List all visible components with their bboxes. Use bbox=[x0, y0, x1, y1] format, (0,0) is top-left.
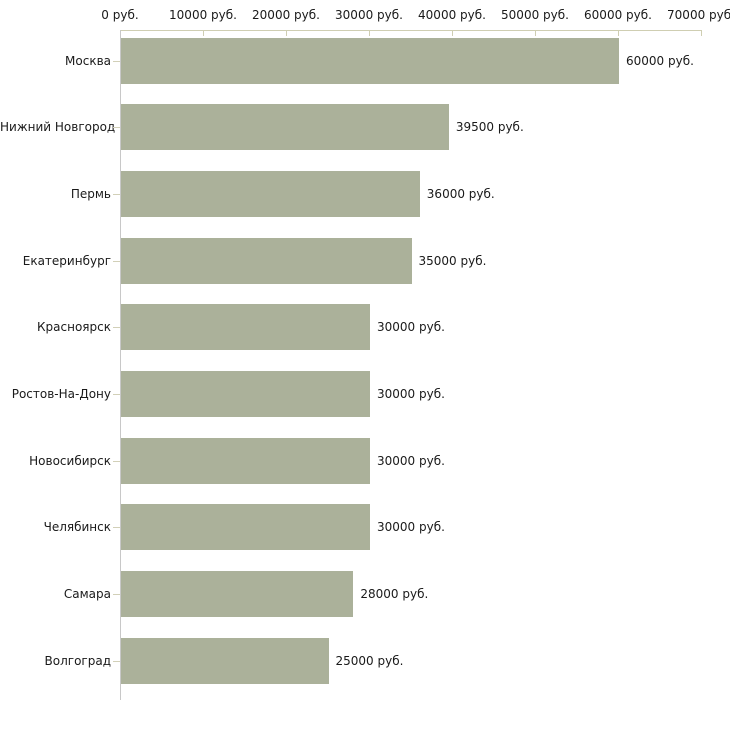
category-tick-mark bbox=[113, 460, 120, 462]
x-axis-tick-mark bbox=[452, 30, 453, 36]
x-axis-tick-label: 70000 руб. bbox=[667, 8, 730, 22]
x-axis-tick-mark bbox=[286, 30, 287, 36]
bar bbox=[121, 37, 619, 84]
bar bbox=[121, 237, 412, 284]
bar bbox=[121, 637, 329, 684]
category-label: Самара bbox=[63, 586, 111, 601]
bar-value-label: 25000 руб. bbox=[335, 653, 404, 668]
y-axis-line bbox=[120, 30, 121, 700]
bar bbox=[121, 504, 370, 551]
bar-value-label: 36000 руб. bbox=[426, 186, 495, 201]
category-label: Новосибирск bbox=[29, 453, 111, 468]
bar bbox=[121, 437, 370, 484]
x-axis-tick-mark bbox=[369, 30, 370, 36]
category-tick-mark bbox=[113, 527, 120, 529]
bar-value-label: 30000 руб. bbox=[377, 520, 445, 535]
bar-value-label: 30000 руб. bbox=[377, 453, 445, 468]
category-tick-mark bbox=[113, 127, 120, 129]
category-tick-mark bbox=[113, 60, 120, 62]
category-tick-mark bbox=[113, 593, 120, 595]
x-axis-tick-mark bbox=[203, 30, 204, 36]
x-axis-tick-label: 0 руб. bbox=[101, 8, 139, 22]
x-axis-tick-label: 30000 руб. bbox=[335, 8, 403, 22]
bar-value-label: 30000 руб. bbox=[377, 320, 445, 335]
category-label: Екатеринбург bbox=[22, 253, 111, 268]
category-label: Красноярск bbox=[37, 320, 111, 335]
category-label: Волгоград bbox=[44, 653, 111, 668]
bar-value-label: 35000 руб. bbox=[418, 253, 487, 268]
x-axis-tick-label: 40000 руб. bbox=[418, 8, 486, 22]
category-tick-mark bbox=[113, 327, 120, 329]
x-axis-tick-mark bbox=[618, 30, 619, 36]
x-axis-tick-mark bbox=[701, 30, 702, 36]
x-axis-tick-label: 60000 руб. bbox=[584, 8, 652, 22]
bar bbox=[121, 170, 420, 217]
bar bbox=[121, 570, 354, 617]
x-axis-tick-label: 20000 руб. bbox=[252, 8, 320, 22]
category-label: Ростов-На-Дону bbox=[11, 386, 111, 401]
category-tick-mark bbox=[113, 393, 120, 395]
category-tick-mark bbox=[113, 260, 120, 262]
bar bbox=[121, 304, 370, 351]
category-label: Пермь bbox=[70, 186, 111, 201]
category-tick-mark bbox=[113, 193, 120, 195]
category-tick-mark bbox=[113, 660, 120, 662]
category-label: Москва bbox=[65, 53, 111, 68]
bar-value-label: 30000 руб. bbox=[377, 386, 445, 401]
bar-value-label: 28000 руб. bbox=[360, 586, 429, 601]
category-label: Нижний Новгород bbox=[0, 120, 116, 135]
bar-value-label: 39500 руб. bbox=[455, 120, 524, 135]
bar bbox=[121, 370, 370, 417]
x-axis-tick-label: 50000 руб. bbox=[501, 8, 569, 22]
x-axis-tick-mark bbox=[535, 30, 536, 36]
x-axis-line bbox=[120, 30, 701, 31]
category-label: Челябинск bbox=[43, 520, 111, 535]
bar bbox=[121, 104, 449, 151]
bar-value-label: 60000 руб. bbox=[626, 53, 694, 68]
x-axis-tick-label: 10000 руб. bbox=[169, 8, 237, 22]
